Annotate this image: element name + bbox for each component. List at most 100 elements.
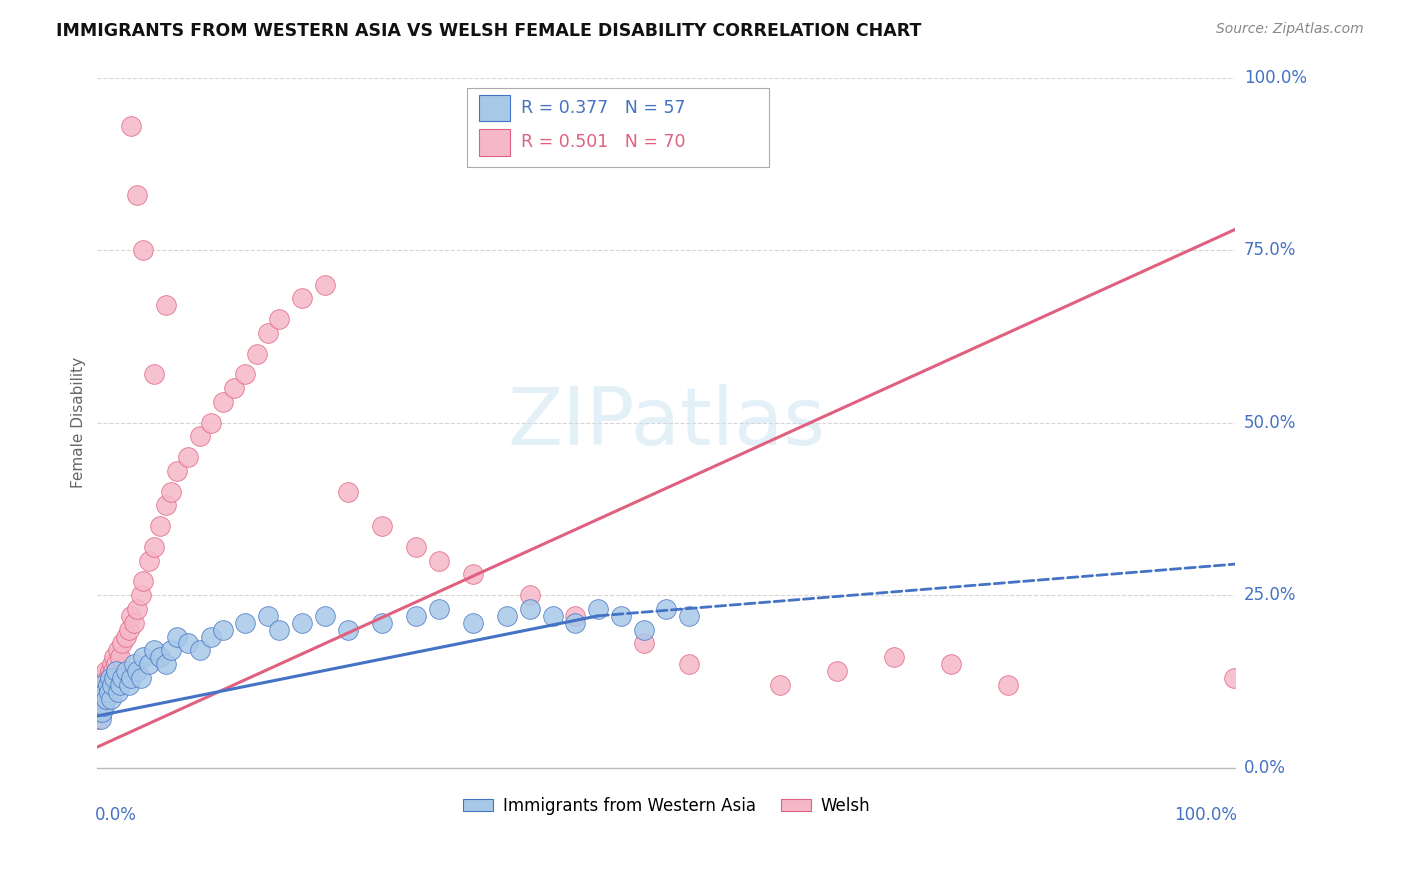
Point (314, 277, 336, 292)
Point (103, 650, 125, 665)
Point (143, 643, 166, 657)
Point (200, 630, 222, 644)
Point (269, 623, 291, 637)
Point (246, 346, 269, 360)
Point (160, 643, 183, 657)
Point (143, 368, 166, 382)
Point (89, 691, 111, 706)
Point (564, 608, 586, 623)
Point (188, 429, 211, 443)
Point (222, 381, 245, 395)
Point (405, 540, 427, 554)
Point (233, 368, 256, 382)
Bar (478, 95, 510, 121)
Point (138, 554, 160, 568)
Point (155, 499, 177, 513)
Point (90, 678, 112, 692)
Point (90, 706, 112, 720)
Bar (478, 129, 510, 155)
Point (211, 395, 233, 409)
Point (127, 602, 149, 616)
Text: 50.0%: 50.0% (1244, 414, 1296, 432)
Point (371, 519, 394, 533)
Point (257, 608, 280, 623)
Point (127, 187, 149, 202)
Point (118, 678, 141, 692)
Point (104, 664, 127, 678)
Point (121, 119, 143, 133)
Point (111, 636, 134, 650)
Point (93, 698, 115, 713)
Point (100, 671, 122, 685)
Point (94, 678, 117, 692)
Point (104, 657, 127, 672)
Point (103, 671, 125, 685)
Point (678, 608, 700, 623)
Text: R = 0.501   N = 70: R = 0.501 N = 70 (520, 134, 685, 152)
Point (269, 312, 291, 326)
Point (90, 685, 112, 699)
Point (461, 567, 484, 582)
Point (166, 630, 188, 644)
Point (108, 678, 131, 692)
Point (118, 623, 141, 637)
Point (89, 698, 111, 713)
Point (1223, 671, 1246, 685)
Y-axis label: Female Disability: Female Disability (72, 357, 86, 488)
Point (122, 615, 145, 630)
Point (90, 678, 112, 692)
Point (211, 623, 233, 637)
Point (90, 685, 112, 699)
Text: 0.0%: 0.0% (1244, 759, 1285, 777)
Point (314, 608, 336, 623)
Point (107, 643, 129, 657)
Point (257, 326, 280, 340)
Point (541, 608, 564, 623)
Point (97, 678, 120, 692)
Point (87, 698, 110, 713)
Point (155, 298, 177, 312)
Point (127, 664, 149, 678)
Point (655, 602, 678, 616)
Text: R = 0.377   N = 57: R = 0.377 N = 57 (520, 99, 685, 117)
Point (90, 698, 112, 713)
Point (97, 678, 120, 692)
Point (91, 685, 114, 699)
Point (91, 691, 114, 706)
Point (89, 706, 111, 720)
Point (633, 636, 655, 650)
Point (564, 615, 586, 630)
Point (678, 657, 700, 672)
Point (769, 678, 792, 692)
Point (160, 484, 183, 499)
Point (883, 650, 905, 665)
Point (90, 712, 112, 726)
Point (825, 664, 848, 678)
Point (177, 636, 200, 650)
Point (166, 464, 188, 478)
Point (98, 664, 121, 678)
Point (610, 608, 633, 623)
Text: 100.0%: 100.0% (1174, 805, 1237, 823)
Point (496, 608, 519, 623)
Point (89, 691, 111, 706)
Point (155, 657, 177, 672)
Point (132, 650, 155, 665)
Point (149, 519, 172, 533)
Point (633, 623, 655, 637)
Point (997, 678, 1019, 692)
Point (519, 588, 541, 602)
Point (149, 650, 172, 665)
Point (87, 712, 110, 726)
Point (177, 450, 200, 464)
Point (121, 608, 143, 623)
Point (138, 657, 160, 672)
Point (291, 615, 314, 630)
Point (291, 292, 314, 306)
Point (200, 416, 222, 430)
Point (96, 685, 118, 699)
Point (114, 630, 136, 644)
Point (132, 243, 155, 257)
Point (97, 671, 120, 685)
Point (132, 574, 155, 589)
